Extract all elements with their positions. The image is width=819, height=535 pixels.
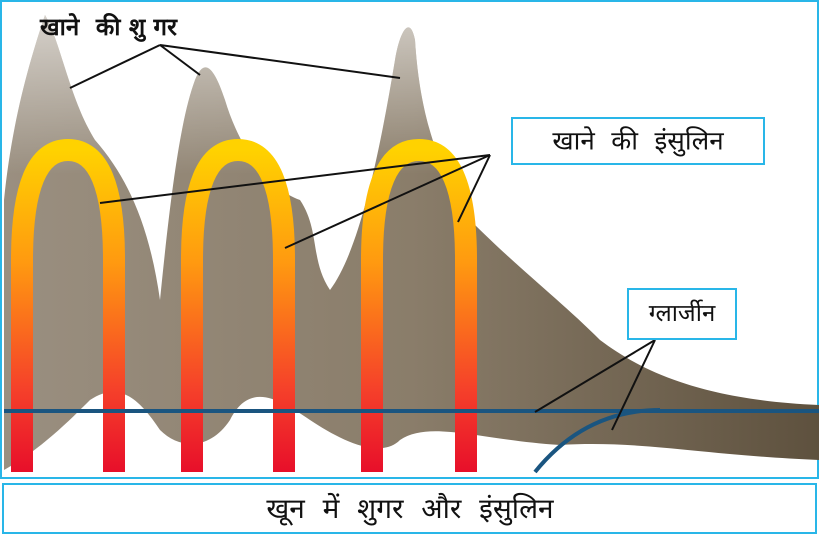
callout-line <box>457 154 491 223</box>
caption: खून में शुगर और इंसुलिन <box>266 492 554 526</box>
callout-line <box>99 154 491 204</box>
callout-line <box>69 44 161 89</box>
callout-line <box>159 44 401 79</box>
glargine-curve <box>533 408 661 474</box>
insulin-arch <box>181 138 295 472</box>
caption-box <box>2 483 817 534</box>
label-box <box>511 117 765 165</box>
image-frame <box>0 0 819 479</box>
glargine-label: ग्लार्जीन <box>649 299 716 327</box>
meal-insulin-label: खाने की इंसुलिन <box>552 126 724 157</box>
callout-line <box>159 44 201 76</box>
callout-line <box>284 154 491 249</box>
label-box <box>627 288 737 340</box>
meal-sugar-label: खाने की शु गर <box>39 13 178 42</box>
callout-lines <box>69 44 656 431</box>
callout-line <box>534 339 656 413</box>
callout-line <box>611 339 656 431</box>
insulin-arch <box>11 138 125 472</box>
